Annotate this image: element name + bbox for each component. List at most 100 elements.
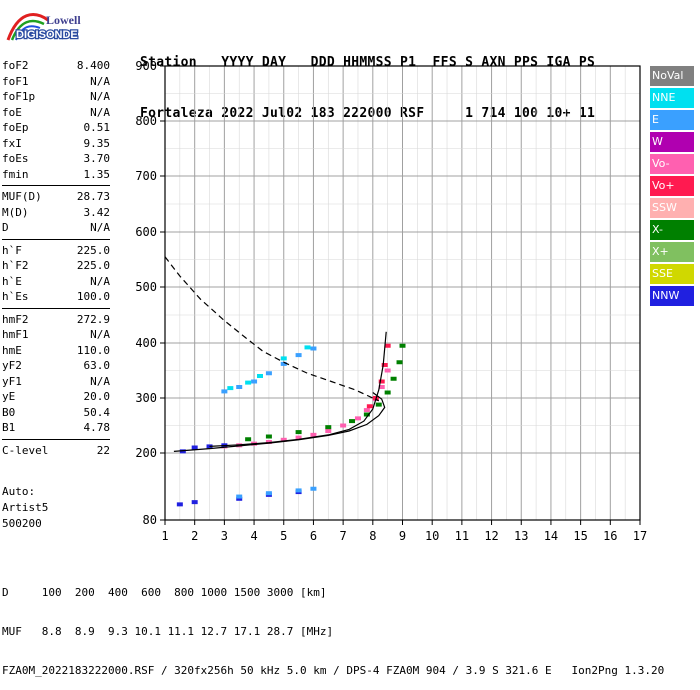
- param-separator: [2, 185, 110, 186]
- x-tick-label: 3: [221, 529, 228, 543]
- x-tick-label: 4: [250, 529, 257, 543]
- polarization-legend: NoVal NNE E W Vo- Vo+ SSW X- X+ SSE NNW: [650, 66, 694, 308]
- param-label: foEp: [2, 121, 29, 134]
- param-value: 28.73: [76, 190, 110, 203]
- param-label: hmE: [2, 343, 22, 357]
- x-tick-label: 8: [369, 529, 376, 543]
- curve-trace: [209, 331, 387, 447]
- legend-item: NNW: [650, 286, 694, 306]
- param-value: 63.0: [83, 359, 111, 372]
- legend-item: X-: [650, 220, 694, 240]
- chart-series: [176, 343, 406, 507]
- param-row: foF2 8.400: [2, 58, 110, 74]
- param-label: fxI: [2, 136, 22, 150]
- data-point: [396, 360, 403, 365]
- data-point: [191, 445, 198, 450]
- data-point: [354, 416, 361, 421]
- param-value: 225.0: [76, 243, 110, 257]
- param-value: 8.400: [76, 59, 110, 72]
- data-point: [176, 502, 183, 507]
- param-value: 225.0: [76, 259, 110, 272]
- param-label: M(D): [2, 205, 29, 219]
- data-point: [265, 371, 272, 376]
- muf-row: MUF 8.8 8.9 9.3 10.1 11.1 12.7 17.1 28.7…: [2, 625, 334, 638]
- param-label: hmF2: [2, 312, 29, 326]
- chart-curves: [164, 256, 387, 452]
- param-separator: [2, 307, 110, 309]
- param-row: foF1 N/A: [2, 74, 110, 90]
- auto-program: Artist5: [2, 501, 49, 514]
- legend-item: Vo-: [650, 154, 694, 174]
- param-value: N/A: [90, 328, 110, 341]
- x-tick-label: 7: [340, 529, 347, 543]
- bottom-info: D 100 200 400 600 800 1000 1500 3000 [km…: [2, 560, 664, 690]
- data-point: [390, 376, 397, 381]
- data-point: [381, 363, 388, 367]
- data-point: [265, 434, 272, 439]
- param-label: yF2: [2, 359, 22, 372]
- param-row: foF1p N/A: [2, 89, 110, 105]
- data-point: [363, 408, 370, 413]
- param-separator: [2, 238, 110, 240]
- param-row: h`Es 100.0: [2, 289, 110, 305]
- curve-ray: [164, 256, 380, 402]
- param-label: C-level: [2, 443, 49, 457]
- param-row: D N/A: [2, 220, 110, 236]
- param-value: 0.51: [83, 121, 111, 134]
- data-point: [257, 374, 263, 378]
- param-row: hmE 110.0: [2, 343, 110, 359]
- data-point: [227, 386, 234, 391]
- x-tick-label: 12: [484, 529, 498, 543]
- param-row: C-level 22: [2, 443, 110, 459]
- logo-line2: DIGISONDE: [16, 29, 78, 41]
- data-point: [384, 368, 391, 373]
- param-label: yE: [2, 390, 16, 403]
- param-label: foF1p: [2, 90, 36, 103]
- param-row: h`E N/A: [2, 274, 110, 290]
- autoscaling-info: Auto: Artist5 500200: [2, 484, 48, 532]
- data-point: [191, 500, 198, 505]
- data-point: [265, 491, 272, 496]
- curve-profile: [173, 392, 386, 452]
- param-value: 50.4: [83, 405, 111, 419]
- param-label: MUF(D): [2, 190, 42, 203]
- distance-row: D 100 200 400 600 800 1000 1500 3000 [km…: [2, 586, 327, 599]
- data-point: [236, 385, 243, 389]
- chart-ticks: 1 2 3 4 5 6 7 8 9 10 11 12 13 14 15 16 17802003004005006…: [135, 59, 647, 543]
- param-value: 110.0: [76, 343, 110, 357]
- data-point: [375, 402, 382, 407]
- param-row: M(D) 3.42: [2, 205, 110, 221]
- y-tick-label: 800: [135, 114, 157, 128]
- y-tick-label: 700: [135, 169, 157, 183]
- x-tick-label: 10: [425, 529, 439, 543]
- param-value: 272.9: [76, 312, 110, 326]
- param-row: foEs 3.70: [2, 151, 110, 167]
- data-point: [280, 356, 287, 361]
- y-tick-label: 400: [135, 336, 157, 350]
- param-label: foF2: [2, 59, 29, 72]
- y-tick-label: 500: [135, 280, 157, 294]
- data-point: [251, 379, 258, 384]
- param-value: 1.35: [83, 167, 111, 181]
- parameter-panel: foF2 8.400 foF1 N/A foF1p N/A foE N/A foEp 0.51 fx…: [2, 58, 110, 458]
- param-separator: [2, 438, 110, 440]
- auto-code: 500200: [2, 517, 42, 530]
- param-value: 9.35: [83, 136, 111, 150]
- data-point: [295, 435, 302, 440]
- param-value: 100.0: [76, 290, 110, 303]
- data-point: [325, 425, 332, 430]
- param-label: h`Es: [2, 290, 29, 303]
- param-value: 3.70: [83, 152, 111, 165]
- ionogram-chart: 1 2 3 4 5 6 7 8 9 10 11 12 13 14 15 16 17802003004005006…: [135, 59, 647, 543]
- param-row: MUF(D) 28.73: [2, 189, 110, 205]
- param-label: D: [2, 221, 9, 234]
- param-row: B0 50.4: [2, 405, 110, 421]
- legend-item: E: [650, 110, 694, 130]
- param-value: N/A: [90, 74, 110, 88]
- legend-item: NNE: [650, 88, 694, 108]
- param-label: foE: [2, 105, 22, 119]
- param-row: yF1 N/A: [2, 374, 110, 390]
- data-point: [340, 423, 347, 428]
- param-value: N/A: [90, 90, 110, 103]
- y-tick-label: 300: [135, 391, 157, 405]
